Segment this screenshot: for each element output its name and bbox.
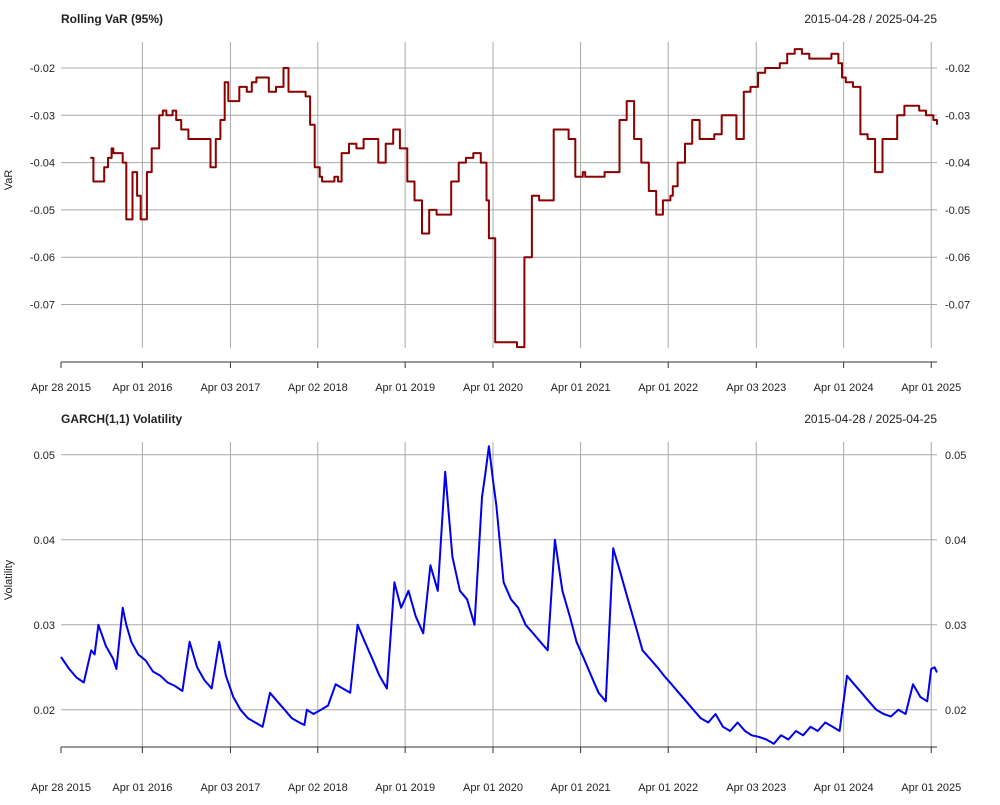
var-x-tick-label: Apr 01 2022: [638, 382, 698, 394]
var-y-tick-label-right: -0.06: [945, 252, 970, 264]
var-y-tick-label-left: -0.06: [30, 252, 55, 264]
var-y-tick-label-right: -0.04: [945, 158, 970, 170]
var-y-tick-label-right: -0.03: [945, 110, 970, 122]
volatility-y-tick-label-left: 0.04: [34, 535, 55, 547]
var-x-tick-label: Apr 01 2020: [463, 382, 523, 394]
volatility-y-tick-label-right: 0.02: [945, 705, 966, 717]
volatility-x-tick-label: Apr 01 2024: [814, 782, 874, 794]
volatility-plot-area: Apr 28 2015 Apr 01 2016 Apr 03 2017 Apr 02 …: [31, 442, 966, 794]
var-x-tick-label: Apr 01 2016: [112, 382, 172, 394]
var-x-tick-label: Apr 01 2019: [375, 382, 435, 394]
volatility-y-tick-label-left: 0.03: [34, 620, 55, 632]
var-series-line: [90, 48, 938, 349]
var-y-axis-label: VaR: [3, 170, 15, 191]
volatility-y-tick-label-left: 0.05: [34, 450, 55, 462]
var-x-tick-label: Apr 01 2024: [814, 382, 874, 394]
volatility-x-tick-label: Apr 01 2020: [463, 782, 523, 794]
volatility-x-tick-label: Apr 01 2019: [375, 782, 435, 794]
volatility-y-axis-label: Volatility: [3, 559, 15, 600]
volatility-y-tick-label-right: 0.05: [945, 450, 966, 462]
var-x-tick-label: Apr 01 2025: [901, 382, 961, 394]
var-y-tick-label-left: -0.02: [30, 63, 55, 75]
var-y-tick-label-left: -0.07: [30, 299, 55, 311]
var-x-tick-label: Apr 28 2015: [31, 382, 91, 394]
volatility-x-tick-label: Apr 03 2023: [726, 782, 786, 794]
var-x-tick-label: Apr 02 2018: [288, 382, 348, 394]
var-y-tick-label-right: -0.05: [945, 205, 970, 217]
volatility-x-tick-label: Apr 28 2015: [31, 782, 91, 794]
volatility-x-tick-label: Apr 01 2021: [551, 782, 611, 794]
var-chart-title: Rolling VaR (95%): [61, 12, 163, 26]
volatility-x-tick-label: Apr 02 2018: [288, 782, 348, 794]
var-y-tick-label-left: -0.03: [30, 110, 55, 122]
volatility-y-tick-label-right: 0.04: [945, 535, 966, 547]
var-y-tick-label-right: -0.07: [945, 299, 970, 311]
var-y-tick-label-right: -0.02: [945, 63, 970, 75]
var-x-tick-label: Apr 01 2021: [551, 382, 611, 394]
volatility-chart-title: GARCH(1,1) Volatility: [61, 412, 182, 426]
var-plot-area: Apr 28 2015 Apr 01 2016 Apr 03 2017 Apr 02 …: [30, 42, 970, 394]
var-y-tick-label-left: -0.05: [30, 205, 55, 217]
var-date-range: 2015-04-28 / 2025-04-25: [804, 12, 937, 26]
volatility-x-tick-label: Apr 01 2016: [112, 782, 172, 794]
var-x-tick-label: Apr 03 2023: [726, 382, 786, 394]
volatility-y-tick-label-right: 0.03: [945, 620, 966, 632]
var-x-tick-label: Apr 03 2017: [200, 382, 260, 394]
volatility-x-tick-label: Apr 01 2025: [901, 782, 961, 794]
volatility-y-tick-label-left: 0.02: [34, 705, 55, 717]
var-y-tick-label-left: -0.04: [30, 158, 55, 170]
volatility-x-tick-label: Apr 01 2022: [638, 782, 698, 794]
volatility-date-range: 2015-04-28 / 2025-04-25: [804, 412, 937, 426]
volatility-x-tick-label: Apr 03 2017: [200, 782, 260, 794]
volatility-series-line: [60, 445, 938, 745]
